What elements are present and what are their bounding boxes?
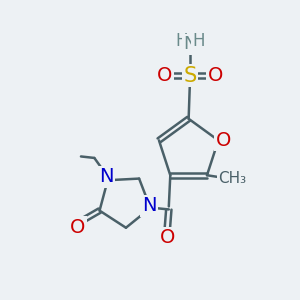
Text: CH₃: CH₃: [218, 171, 246, 186]
Text: O: O: [70, 218, 85, 237]
Text: N: N: [183, 35, 197, 53]
Text: O: O: [157, 66, 172, 85]
Text: N: N: [99, 167, 113, 186]
Text: S: S: [184, 66, 197, 86]
Text: O: O: [160, 228, 175, 247]
Text: H: H: [175, 32, 188, 50]
Text: N: N: [142, 196, 156, 215]
Text: O: O: [208, 66, 223, 85]
Text: H: H: [193, 32, 205, 50]
Text: O: O: [216, 131, 231, 150]
